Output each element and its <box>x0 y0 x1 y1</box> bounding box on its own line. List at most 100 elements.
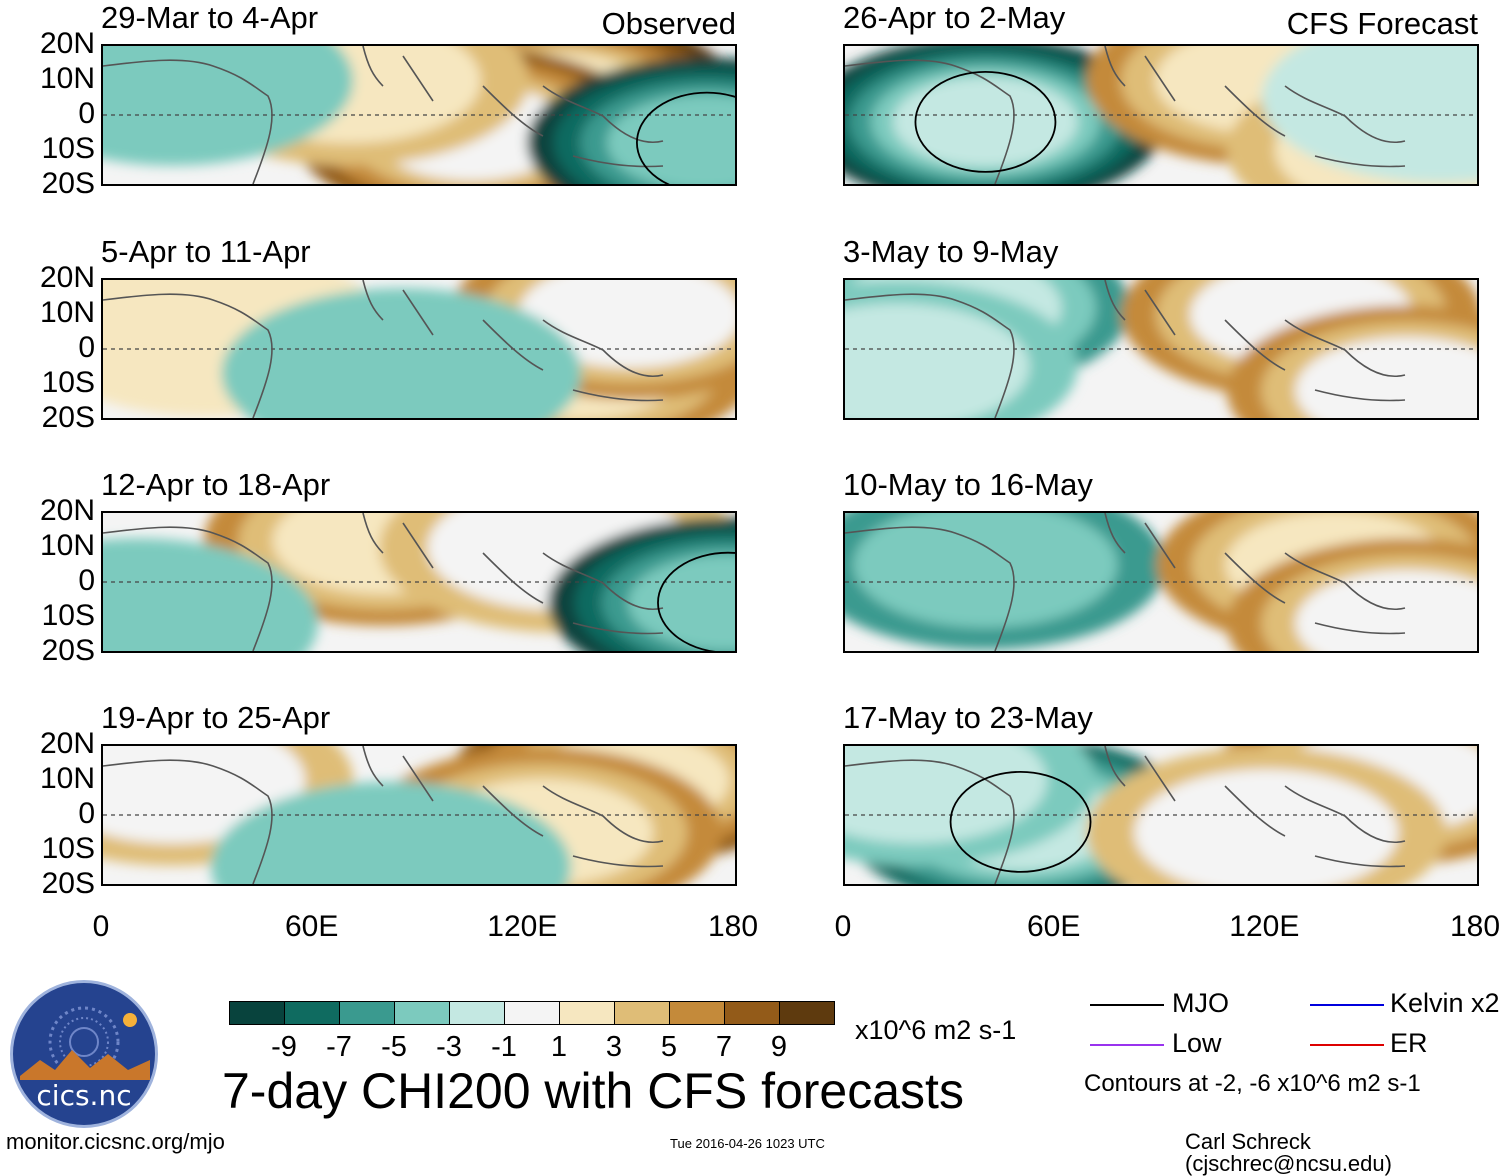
lat-tick-label: 20S <box>41 167 95 200</box>
anomaly-blob <box>518 280 735 369</box>
anomaly-blob <box>892 76 1079 167</box>
anomaly-field <box>103 513 735 651</box>
lon-tick-label: 180 <box>1449 910 1501 943</box>
logo-text: cics.nc <box>36 1079 132 1112</box>
coastline <box>845 513 1406 651</box>
anomaly-blob <box>221 288 582 418</box>
anomaly-blob <box>845 303 1030 418</box>
footer-author: Carl Schreck (cjschrec@ncsu.edu) <box>1185 1129 1392 1176</box>
anomaly-field <box>103 746 735 884</box>
lat-tick-label: 10N <box>39 62 95 95</box>
lon-tick-label: 120E <box>1229 910 1300 943</box>
lat-tick-label: 0 <box>78 797 95 830</box>
colorbar-swatch <box>394 1001 450 1025</box>
colorbar-tick-label: -5 <box>381 1031 407 1063</box>
panel-title-fc-3: 10-May to 16-May <box>843 467 1093 502</box>
coastline <box>103 46 664 184</box>
coastline <box>845 280 1406 418</box>
colorbar-tick-label: 1 <box>550 1031 568 1063</box>
cfs-forecast-label: CFS Forecast <box>1286 6 1478 41</box>
colorbar-tick-label: -3 <box>436 1031 462 1063</box>
anomaly-blob <box>1295 336 1477 418</box>
lon-tick-label: 0 <box>92 910 110 943</box>
lat-tick-label: 20S <box>41 401 95 434</box>
mjo-contour <box>657 551 735 651</box>
observed-label: Observed <box>601 6 736 41</box>
footer-url[interactable]: monitor.cicsnc.org/mjo <box>6 1129 225 1154</box>
coastline <box>103 513 664 651</box>
lat-tick-label: 20S <box>41 867 95 900</box>
lat-tick-label: 0 <box>78 331 95 364</box>
colorbar-tick-label: -1 <box>491 1031 517 1063</box>
anomaly-blob <box>1261 46 1477 183</box>
anomaly-field <box>845 513 1477 651</box>
lat-tick-label: 20S <box>41 634 95 667</box>
panel-title-fc-4: 17-May to 23-May <box>843 700 1093 735</box>
panel-title-fc-2: 3-May to 9-May <box>843 234 1059 269</box>
colorbar-swatch <box>724 1001 780 1025</box>
lat-tick-label: 10S <box>41 599 95 632</box>
legend-label-kelvin: Kelvin x2 <box>1390 988 1500 1018</box>
lat-tick-label: 10N <box>39 529 95 562</box>
anomaly-blob <box>210 781 571 884</box>
panel-title-obs-3: 12-Apr to 18-Apr <box>101 467 331 502</box>
coastline <box>103 746 664 884</box>
map-panel <box>843 744 1479 886</box>
colorbar-tick-label: 5 <box>660 1031 678 1063</box>
lat-tick-label: 10S <box>41 832 95 865</box>
lon-tick-label: 0 <box>834 910 852 943</box>
colorbar-tick-label: 3 <box>605 1031 623 1063</box>
map-panel <box>843 511 1479 653</box>
lon-tick-label: 120E <box>487 910 558 943</box>
coastline <box>845 46 1406 184</box>
lat-tick-label: 20N <box>39 727 95 760</box>
lat-tick-label: 0 <box>78 564 95 597</box>
lat-tick-label: 10S <box>41 132 95 165</box>
legend-label-low: Low <box>1172 1028 1222 1058</box>
lat-tick-label: 10N <box>39 762 95 795</box>
coastline <box>103 280 664 418</box>
anomaly-blob <box>628 554 735 651</box>
colorbar-swatch <box>779 1001 835 1025</box>
anomaly-field <box>845 280 1477 418</box>
map-panel <box>101 511 737 653</box>
map-panel <box>101 278 737 420</box>
contour-note: Contours at -2, -6 x10^6 m2 s-1 <box>1084 1070 1421 1097</box>
colorbar-swatch <box>614 1001 670 1025</box>
lat-tick-label: 10N <box>39 296 95 329</box>
lon-tick-label: 180 <box>707 910 759 943</box>
anomaly-blob <box>1134 769 1399 884</box>
panel-title-obs-2: 5-Apr to 11-Apr <box>101 234 311 269</box>
units-label: x10^6 m2 s-1 <box>855 1015 1017 1045</box>
anomaly-blob <box>606 94 735 184</box>
colorbar-tick-label: 7 <box>715 1031 733 1063</box>
colorbar-tick-label: -7 <box>326 1031 352 1063</box>
colorbar-swatch <box>559 1001 615 1025</box>
chart-title: 7-day CHI200 with CFS forecasts <box>222 1063 964 1119</box>
footer-timestamp: Tue 2016-04-26 1023 UTC <box>670 1136 825 1151</box>
legend-swatch-low <box>1090 1044 1164 1046</box>
anomaly-field <box>103 280 735 418</box>
anomaly-blob <box>845 746 1048 844</box>
map-panel <box>843 44 1479 186</box>
colorbar-swatch <box>284 1001 340 1025</box>
anomaly-blob <box>103 538 319 651</box>
anomaly-field <box>845 746 1477 884</box>
mjo-contour <box>949 771 1092 873</box>
panel-title-fc-1: 26-Apr to 2-May <box>843 0 1066 35</box>
mjo-contour <box>914 71 1057 173</box>
anomaly-field <box>103 46 735 184</box>
colorbar-swatch <box>229 1001 285 1025</box>
mjo-contour <box>636 91 735 184</box>
lon-tick-label: 60E <box>1026 910 1081 943</box>
map-panel <box>843 278 1479 420</box>
panel-title-obs-1: 29-Mar to 4-Apr <box>101 0 319 35</box>
legend-swatch-kelvin <box>1310 1004 1384 1006</box>
colorbar-swatch <box>669 1001 725 1025</box>
lat-tick-label: 0 <box>78 97 95 130</box>
legend-swatch-mjo <box>1090 1004 1164 1006</box>
colorbar-swatch <box>339 1001 395 1025</box>
legend-label-er: ER <box>1390 1028 1428 1058</box>
map-panel <box>101 744 737 886</box>
anomaly-field <box>845 46 1477 184</box>
